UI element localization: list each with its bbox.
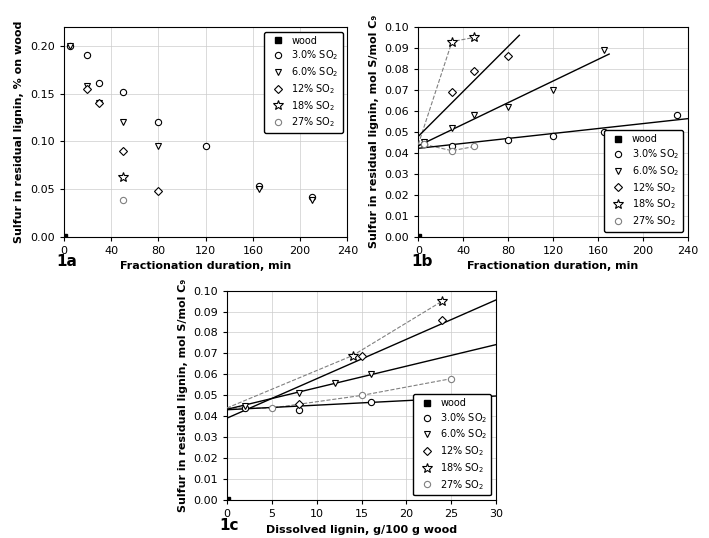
X-axis label: Dissolved lignin, g/100 g wood: Dissolved lignin, g/100 g wood (266, 525, 457, 535)
Legend: wood, 3.0% SO$_2$, 6.0% SO$_2$, 12% SO$_2$, 18% SO$_2$, 27% SO$_2$: wood, 3.0% SO$_2$, 6.0% SO$_2$, 12% SO$_… (413, 394, 491, 495)
X-axis label: Fractionation duration, min: Fractionation duration, min (120, 261, 291, 271)
Text: 1c: 1c (220, 518, 240, 533)
Legend: wood, 3.0% SO$_2$, 6.0% SO$_2$, 12% SO$_2$, 18% SO$_2$, 27% SO$_2$: wood, 3.0% SO$_2$, 6.0% SO$_2$, 12% SO$_… (264, 32, 342, 133)
X-axis label: Fractionation duration, min: Fractionation duration, min (467, 261, 639, 271)
Y-axis label: Sulfur in residual lignin, mol S/mol C₉: Sulfur in residual lignin, mol S/mol C₉ (177, 279, 188, 512)
Text: 1b: 1b (411, 254, 432, 270)
Y-axis label: Sulfur in residual lignin, mol S/mol C₉: Sulfur in residual lignin, mol S/mol C₉ (369, 15, 379, 249)
Y-axis label: Sulfur in residual lignin, % on wood: Sulfur in residual lignin, % on wood (14, 20, 25, 243)
Legend: wood, 3.0% SO$_2$, 6.0% SO$_2$, 12% SO$_2$, 18% SO$_2$, 27% SO$_2$: wood, 3.0% SO$_2$, 6.0% SO$_2$, 12% SO$_… (604, 131, 683, 232)
Text: 1a: 1a (57, 254, 77, 270)
